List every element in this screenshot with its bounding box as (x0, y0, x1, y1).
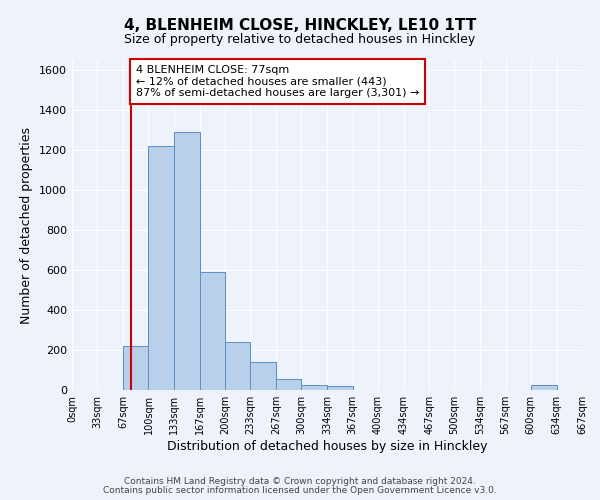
Bar (301, 385, 328, 390)
Bar (173, 132, 200, 390)
Text: Contains HM Land Registry data © Crown copyright and database right 2024.: Contains HM Land Registry data © Crown c… (124, 477, 476, 486)
Bar (531, 385, 557, 390)
Bar (200, 272, 225, 390)
Text: Contains public sector information licensed under the Open Government Licence v3: Contains public sector information licen… (103, 486, 497, 495)
Bar (225, 342, 250, 390)
X-axis label: Distribution of detached houses by size in Hinckley: Distribution of detached houses by size … (167, 440, 487, 453)
Bar (250, 362, 276, 390)
Text: 4, BLENHEIM CLOSE, HINCKLEY, LE10 1TT: 4, BLENHEIM CLOSE, HINCKLEY, LE10 1TT (124, 18, 476, 32)
Text: 4 BLENHEIM CLOSE: 77sqm
← 12% of detached houses are smaller (443)
87% of semi-d: 4 BLENHEIM CLOSE: 77sqm ← 12% of detache… (136, 65, 419, 98)
Bar (328, 386, 353, 390)
Y-axis label: Number of detached properties: Number of detached properties (20, 126, 34, 324)
Text: Size of property relative to detached houses in Hinckley: Size of property relative to detached ho… (124, 32, 476, 46)
Bar (148, 146, 173, 390)
Bar (276, 379, 301, 390)
Bar (123, 346, 148, 390)
